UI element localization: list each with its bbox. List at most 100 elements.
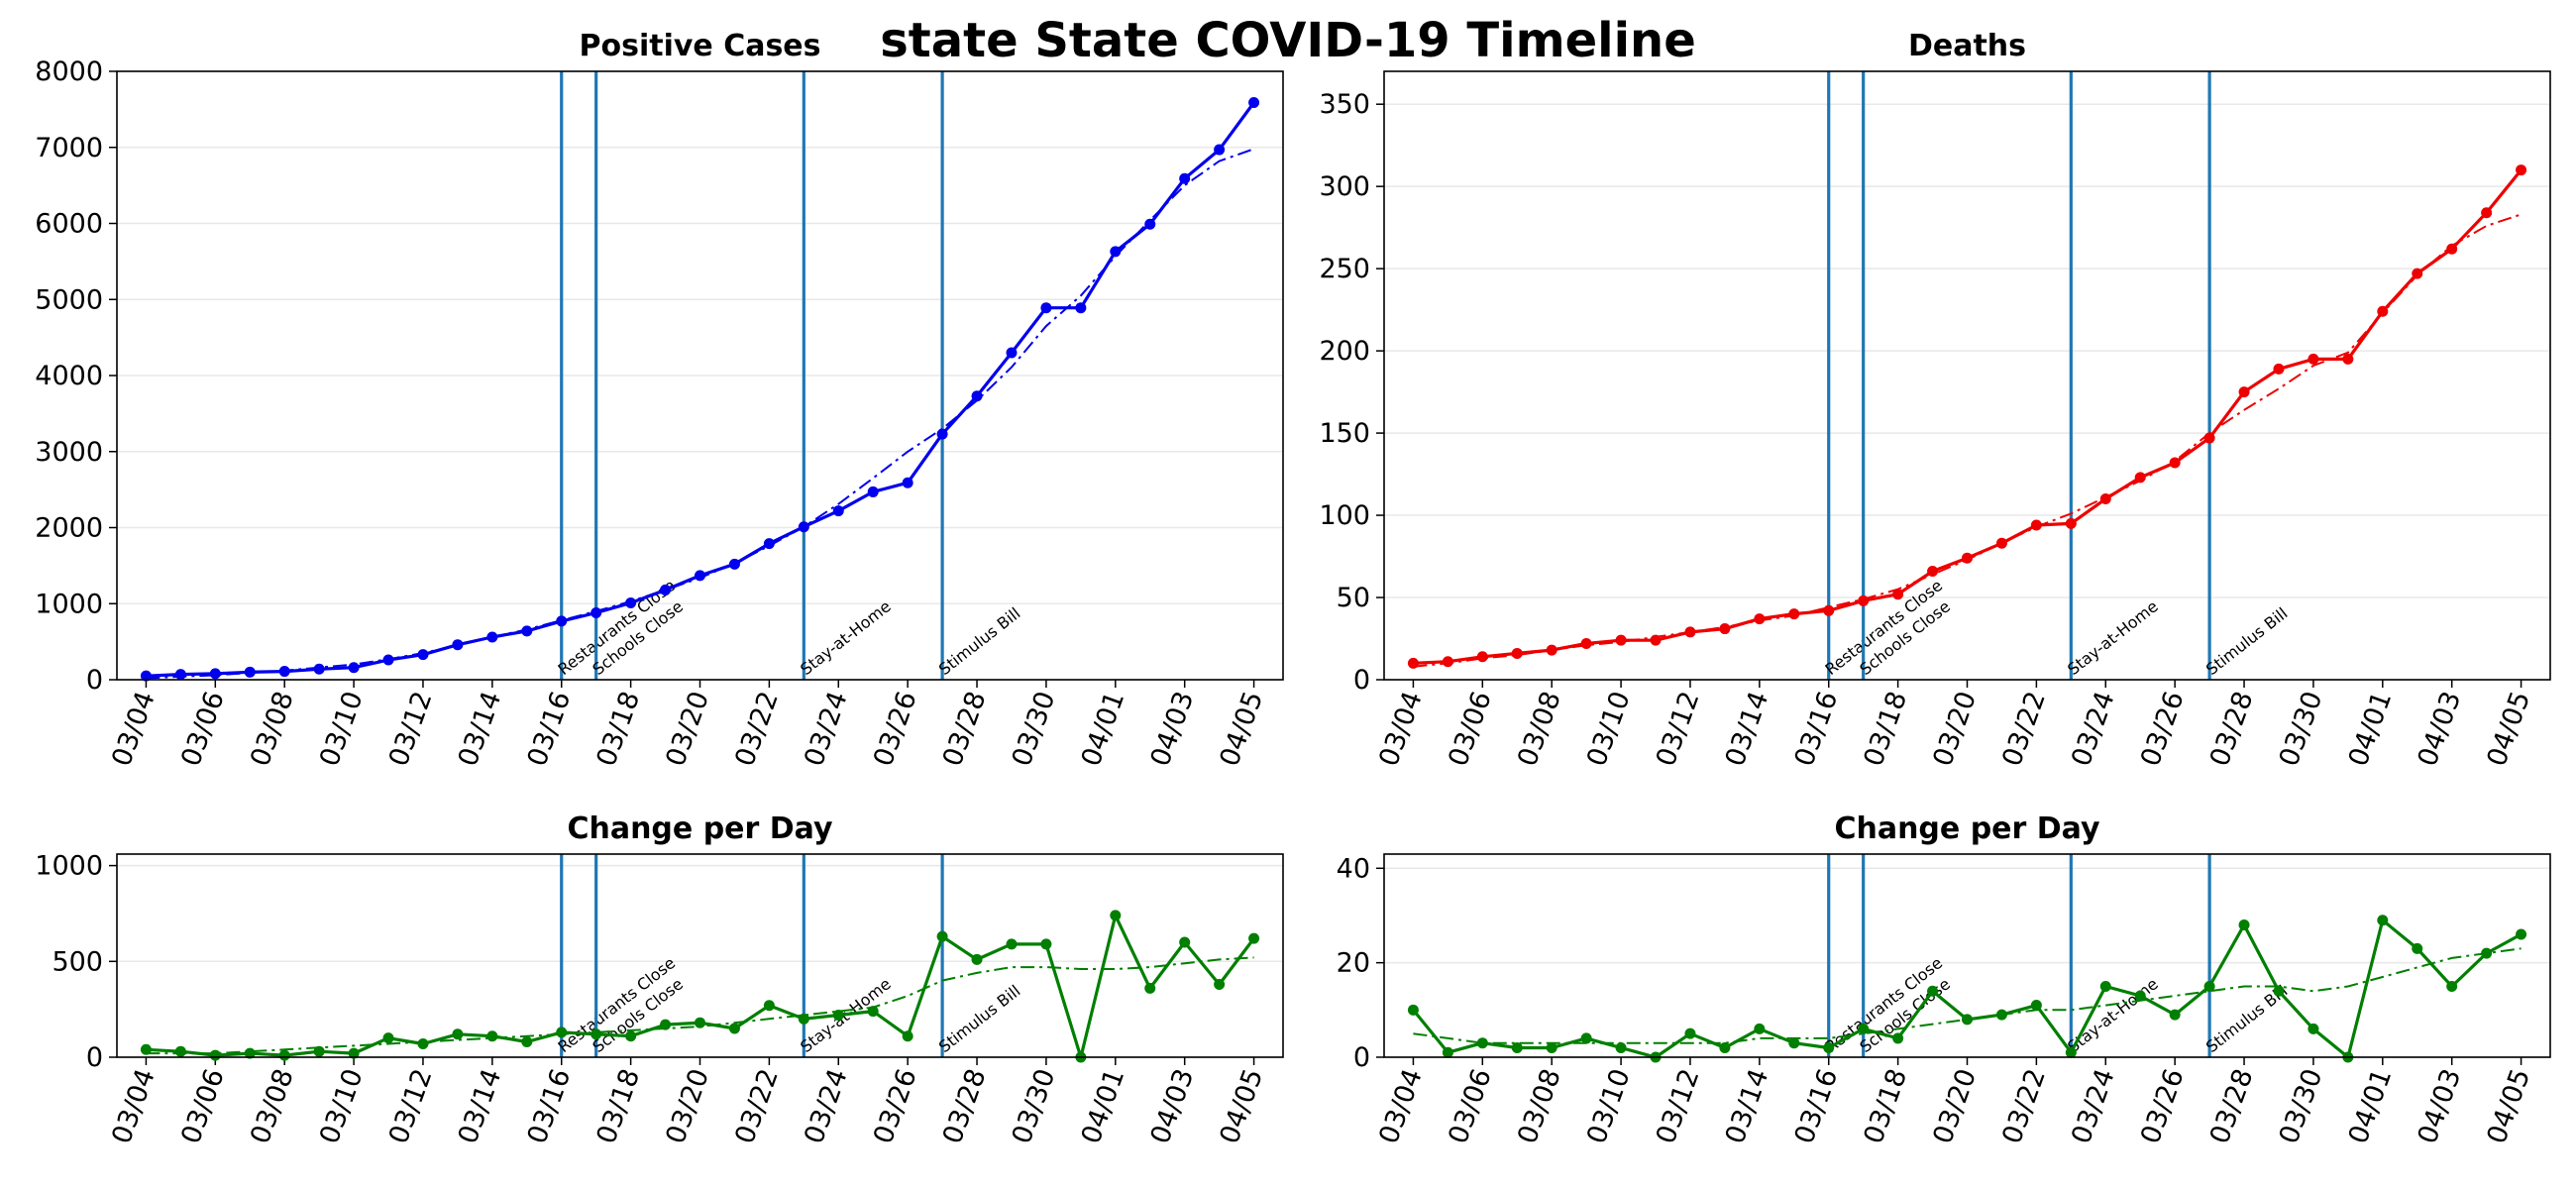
x-tick-label: 03/24 (799, 688, 854, 771)
x-tick-label: 03/14 (453, 1065, 508, 1148)
trend-line (146, 956, 1254, 1055)
figure-suptitle: state State COVID-19 Timeline (880, 13, 1696, 68)
data-point (971, 390, 983, 402)
x-tick-label: 03/06 (175, 688, 231, 771)
data-point (1580, 1032, 1592, 1044)
x-tick-label: 03/22 (1996, 688, 2052, 771)
x-tick-label: 04/01 (2343, 1065, 2399, 1148)
y-tick-label: 8000 (35, 56, 103, 87)
x-tick-label: 03/18 (590, 1065, 646, 1148)
x-tick-label: 03/30 (2274, 688, 2329, 771)
data-point (2065, 517, 2077, 529)
data-point (1442, 1046, 1453, 1058)
data-point (1144, 982, 1156, 994)
x-tick-label: 03/24 (799, 1065, 854, 1148)
data-point (1823, 1041, 1835, 1053)
deaths-change-panel: Change per Day 0 20 40 03/04 03/06 03/08 03/10… (1337, 811, 2551, 1148)
y-tick-label: 40 (1337, 853, 1370, 884)
x-tick-label: 03/10 (314, 1065, 370, 1148)
data-point (1214, 979, 1226, 991)
data-point (278, 1049, 290, 1061)
data-point (313, 663, 325, 675)
x-tick-label: 03/20 (1927, 1065, 1983, 1148)
data-point (1788, 1037, 1800, 1049)
x-tick-label: 03/16 (522, 1065, 578, 1148)
x-tick-label: 04/05 (2481, 688, 2536, 771)
data-point (2446, 243, 2458, 255)
y-tick-label: 1000 (35, 851, 103, 882)
data-point (2308, 353, 2319, 365)
data-point (763, 1000, 775, 1012)
data-point (1927, 565, 1939, 577)
data-point (1476, 651, 1488, 663)
data-point (2099, 492, 2111, 504)
x-tick-label: 03/12 (383, 1065, 439, 1148)
data-point (1179, 172, 1191, 184)
data-point (1995, 537, 2007, 549)
x-tick-label: 03/26 (868, 688, 923, 771)
data-point (2273, 985, 2285, 997)
data-point (2412, 268, 2423, 279)
data-point (1858, 594, 1870, 606)
deaths-change-title: Change per Day (1834, 811, 2100, 846)
x-tick-label: 03/16 (522, 688, 578, 771)
event-label: Stay-at-Home (797, 596, 895, 679)
data-point (348, 1047, 360, 1059)
data-point (798, 1013, 809, 1025)
x-tick-label: 03/26 (2135, 688, 2191, 771)
data-point (590, 606, 602, 618)
data-point (1006, 938, 1018, 950)
y-tick-label: 20 (1337, 948, 1370, 979)
axes-frame (1383, 70, 2551, 681)
x-tick-label: 04/01 (2343, 688, 2399, 771)
x-tick-label: 03/28 (937, 1065, 993, 1148)
data-point (728, 1023, 740, 1034)
data-point (2377, 915, 2389, 926)
data-point (1684, 1027, 1696, 1039)
x-tick-label: 03/16 (1789, 688, 1845, 771)
x-tick-label: 03/28 (937, 688, 993, 771)
data-point (1511, 1041, 1523, 1053)
y-tick-label: 500 (52, 946, 103, 977)
x-tick-label: 03/12 (1651, 688, 1706, 771)
x-tick-label: 03/10 (314, 688, 370, 771)
x-tick-label: 04/01 (1076, 1065, 1131, 1148)
data-point (417, 1037, 429, 1049)
data-point (140, 1043, 152, 1055)
data-point (556, 1027, 568, 1038)
data-point (625, 1030, 637, 1042)
positive-cases-panel: Positive Cases 0 1000 2000 3000 4000 5000 6000… (35, 29, 1284, 771)
data-point (832, 1009, 844, 1021)
x-tick-label: 03/24 (2066, 688, 2121, 771)
data-point (1754, 1023, 1766, 1034)
data-point (2203, 980, 2215, 992)
trend-line (1413, 947, 2522, 1044)
data-point (1892, 589, 1904, 600)
data-point (1040, 302, 1052, 314)
x-tick-label: 03/06 (1443, 688, 1498, 771)
data-point (1248, 96, 1260, 108)
y-tick-label: 200 (1319, 336, 1370, 367)
data-point (452, 1028, 464, 1040)
y-tick-label: 100 (1319, 500, 1370, 531)
y-tick-label: 350 (1319, 89, 1370, 120)
y-tick-label: 0 (86, 1042, 103, 1073)
data-point (660, 1019, 672, 1030)
data-point (2516, 164, 2527, 176)
data-point (936, 930, 948, 942)
y-tick-label: 6000 (35, 209, 103, 240)
x-tick-label: 03/14 (1720, 1065, 1775, 1148)
y-tick-label: 0 (1353, 665, 1370, 696)
y-tick-label: 0 (1353, 1042, 1370, 1073)
data-point (1179, 936, 1191, 948)
data-point (763, 538, 775, 550)
y-tick-label: 50 (1337, 583, 1370, 613)
x-tick-label: 03/04 (1373, 688, 1429, 771)
data-point (174, 669, 186, 681)
x-tick-label: 03/10 (1581, 1065, 1637, 1148)
data-point (1580, 637, 1592, 649)
deaths-panel: Deaths 0 50 100 150 200 250 300 350 03/04 03/06 03… (1319, 29, 2551, 771)
y-tick-label: 3000 (35, 437, 103, 468)
data-point (1546, 1041, 1557, 1053)
x-tick-label: 04/03 (1145, 1065, 1201, 1148)
